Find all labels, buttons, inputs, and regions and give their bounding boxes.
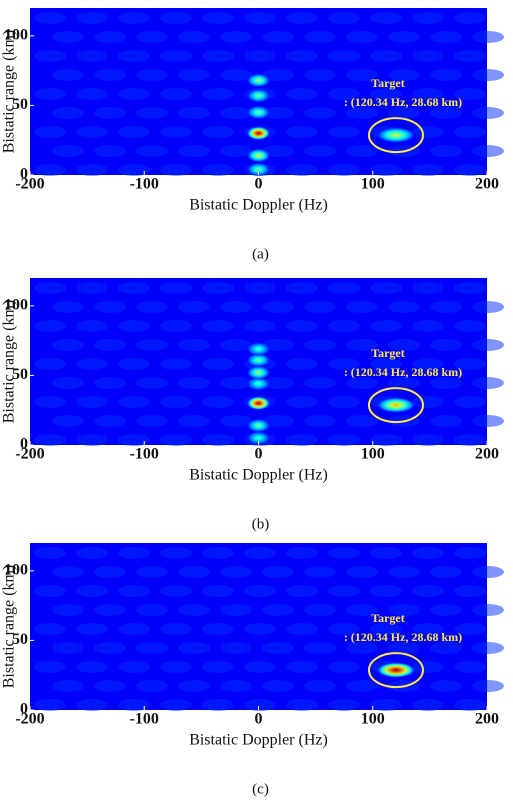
blob: [246, 341, 271, 356]
x-tick-label: 0: [255, 711, 263, 728]
blob: [246, 126, 271, 141]
x-tick-label: 200: [475, 711, 499, 728]
annotation: Target: [371, 346, 405, 360]
panel-label: (b): [252, 516, 270, 532]
x-tick-label: 100: [361, 711, 385, 728]
annotation: : (120.34 Hz, 28.68 km): [344, 95, 462, 109]
x-tick-label: -100: [130, 446, 159, 463]
blob: [246, 353, 271, 368]
panel-label: (a): [252, 246, 269, 262]
blob: [375, 127, 416, 144]
annotation: Target: [371, 611, 405, 625]
x-tick-label: 100: [361, 176, 385, 193]
annotation: : (120.34 Hz, 28.68 km): [344, 630, 462, 644]
blob: [246, 418, 271, 433]
panel-label: (c): [252, 781, 269, 797]
x-tick-label: 200: [475, 446, 499, 463]
y-tick-label: 100: [4, 297, 28, 314]
y-tick-label: 100: [4, 27, 28, 44]
blob: [246, 162, 271, 177]
y-tick-label: 100: [4, 562, 28, 579]
y-tick-label: 50: [12, 96, 28, 113]
panel: Target : (120.34 Hz, 28.68 km) -200 -100 0 10…: [1, 543, 504, 797]
y-tick-label: 0: [20, 436, 28, 453]
x-axis-label: Bistatic Doppler (Hz): [189, 467, 328, 484]
annotation: : (120.34 Hz, 28.68 km): [344, 365, 462, 379]
annotation: Target: [371, 76, 405, 90]
blob: [246, 105, 271, 120]
y-tick-label: 0: [20, 701, 28, 718]
panel: Target : (120.34 Hz, 28.68 km) -200 -100 0 10…: [1, 278, 504, 532]
blob: [375, 662, 416, 679]
y-axis-label: Bistatic range (km): [1, 565, 18, 689]
y-tick-label: 0: [20, 166, 28, 183]
y-axis-label: Bistatic range (km): [1, 30, 18, 154]
blob: [375, 397, 416, 414]
x-tick-label: 200: [475, 176, 499, 193]
x-tick-label: 0: [255, 446, 263, 463]
blob: [246, 376, 271, 391]
target-circle: [367, 387, 424, 424]
blob: [246, 365, 271, 380]
y-tick-label: 50: [12, 366, 28, 383]
panel: Target : (120.34 Hz, 28.68 km) -200 -100 0 10…: [1, 8, 504, 262]
x-tick-label: -100: [130, 711, 159, 728]
y-axis-label: Bistatic range (km): [1, 300, 18, 424]
x-tick-label: -200: [15, 711, 44, 728]
blob: [246, 73, 271, 88]
blob: [246, 396, 271, 411]
target-circle: [367, 652, 424, 689]
x-axis-label: Bistatic Doppler (Hz): [189, 197, 328, 214]
target-circle: [367, 117, 424, 154]
x-tick-label: -200: [15, 176, 44, 193]
blob: [246, 431, 271, 446]
x-tick-label: 100: [361, 446, 385, 463]
x-tick-label: 0: [255, 176, 263, 193]
y-tick-label: 50: [12, 631, 28, 648]
blob: [246, 148, 271, 163]
x-tick-label: -200: [15, 446, 44, 463]
x-tick-label: -100: [130, 176, 159, 193]
x-axis-label: Bistatic Doppler (Hz): [189, 732, 328, 749]
blob: [246, 88, 271, 103]
